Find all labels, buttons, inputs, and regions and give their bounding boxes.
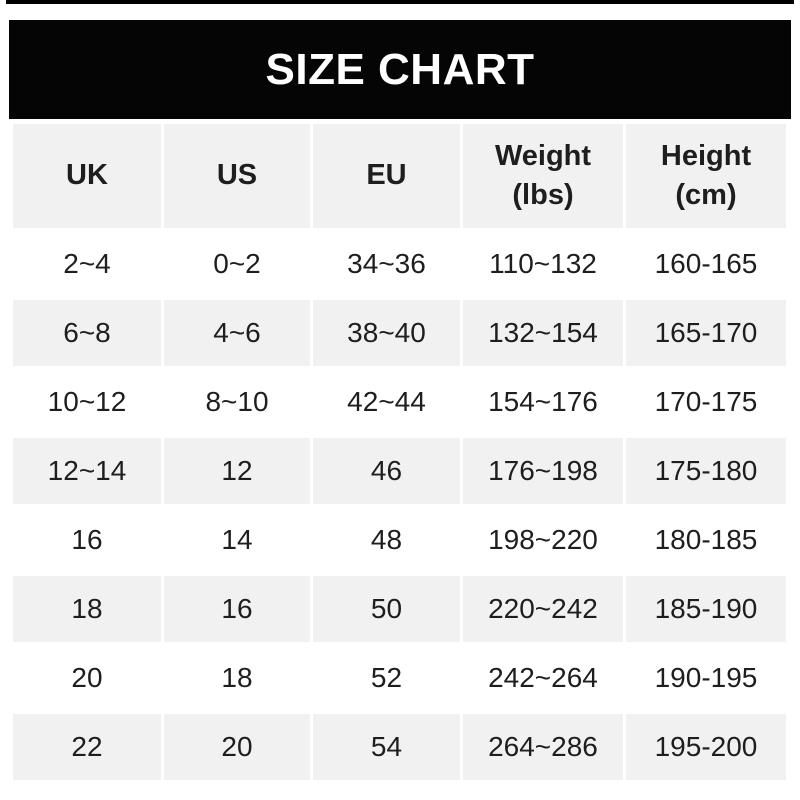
column-header-us: US (164, 124, 310, 228)
page-title: SIZE CHART (265, 44, 535, 94)
table-cell: 175-180 (626, 438, 786, 504)
table-cell: 16 (13, 507, 161, 573)
header-row: UK US EU Weight (lbs) Height (cm) (13, 124, 786, 228)
table-cell: 242~264 (463, 645, 623, 711)
table-row: 6~8 4~6 38~40 132~154 165-170 (13, 300, 786, 366)
table-cell: 180-185 (626, 507, 786, 573)
table-cell: 12 (164, 438, 310, 504)
table-cell: 4~6 (164, 300, 310, 366)
table-cell: 220~242 (463, 576, 623, 642)
table-cell: 154~176 (463, 369, 623, 435)
table-cell: 12~14 (13, 438, 161, 504)
table-cell: 10~12 (13, 369, 161, 435)
table-row: 18 16 50 220~242 185-190 (13, 576, 786, 642)
table-cell: 110~132 (463, 231, 623, 297)
column-header-eu: EU (313, 124, 460, 228)
table-cell: 160-165 (626, 231, 786, 297)
table-row: 20 18 52 242~264 190-195 (13, 645, 786, 711)
column-header-sub: (cm) (675, 179, 737, 211)
table-cell: 20 (13, 645, 161, 711)
column-header-label: UK (66, 159, 108, 192)
table-cell: 22 (13, 714, 161, 780)
table-row: 22 20 54 264~286 195-200 (13, 714, 786, 780)
column-header-label: Weight (494, 139, 592, 172)
table-cell: 42~44 (313, 369, 460, 435)
table-cell: 52 (313, 645, 460, 711)
table-cell: 176~198 (463, 438, 623, 504)
table-cell: 48 (313, 507, 460, 573)
table-row: 2~4 0~2 34~36 110~132 160-165 (13, 231, 786, 297)
table-cell: 264~286 (463, 714, 623, 780)
table-body: 2~4 0~2 34~36 110~132 160-165 6~8 4~6 38~40 132~… (13, 231, 786, 780)
table-cell: 38~40 (313, 300, 460, 366)
table-cell: 170-175 (626, 369, 786, 435)
table-cell: 50 (313, 576, 460, 642)
column-header-weight: Weight (lbs) (463, 124, 623, 228)
table-cell: 195-200 (626, 714, 786, 780)
banner: SIZE CHART (9, 20, 791, 119)
column-header-sub: (lbs) (512, 179, 574, 211)
table-cell: 132~154 (463, 300, 623, 366)
table-cell: 185-190 (626, 576, 786, 642)
table-cell: 14 (164, 507, 310, 573)
table-cell: 6~8 (13, 300, 161, 366)
table-cell: 8~10 (164, 369, 310, 435)
table-cell: 18 (164, 645, 310, 711)
table-cell: 198~220 (463, 507, 623, 573)
table-header: UK US EU Weight (lbs) Height (cm) (13, 124, 786, 228)
table-cell: 16 (164, 576, 310, 642)
top-border (6, 0, 794, 4)
table-row: 12~14 12 46 176~198 175-180 (13, 438, 786, 504)
table-row: 10~12 8~10 42~44 154~176 170-175 (13, 369, 786, 435)
table-cell: 190-195 (626, 645, 786, 711)
table-cell: 18 (13, 576, 161, 642)
size-chart-table: UK US EU Weight (lbs) Height (cm) 2~4 0~2… (10, 121, 789, 783)
table-cell: 20 (164, 714, 310, 780)
column-header-label: US (216, 159, 258, 192)
table-cell: 46 (313, 438, 460, 504)
table-cell: 34~36 (313, 231, 460, 297)
column-header-uk: UK (13, 124, 161, 228)
table-cell: 54 (313, 714, 460, 780)
column-header-height: Height (cm) (626, 124, 786, 228)
table-cell: 165-170 (626, 300, 786, 366)
table-row: 16 14 48 198~220 180-185 (13, 507, 786, 573)
column-header-label: EU (366, 159, 407, 192)
table-cell: 0~2 (164, 231, 310, 297)
table-cell: 2~4 (13, 231, 161, 297)
column-header-label: Height (660, 139, 752, 172)
